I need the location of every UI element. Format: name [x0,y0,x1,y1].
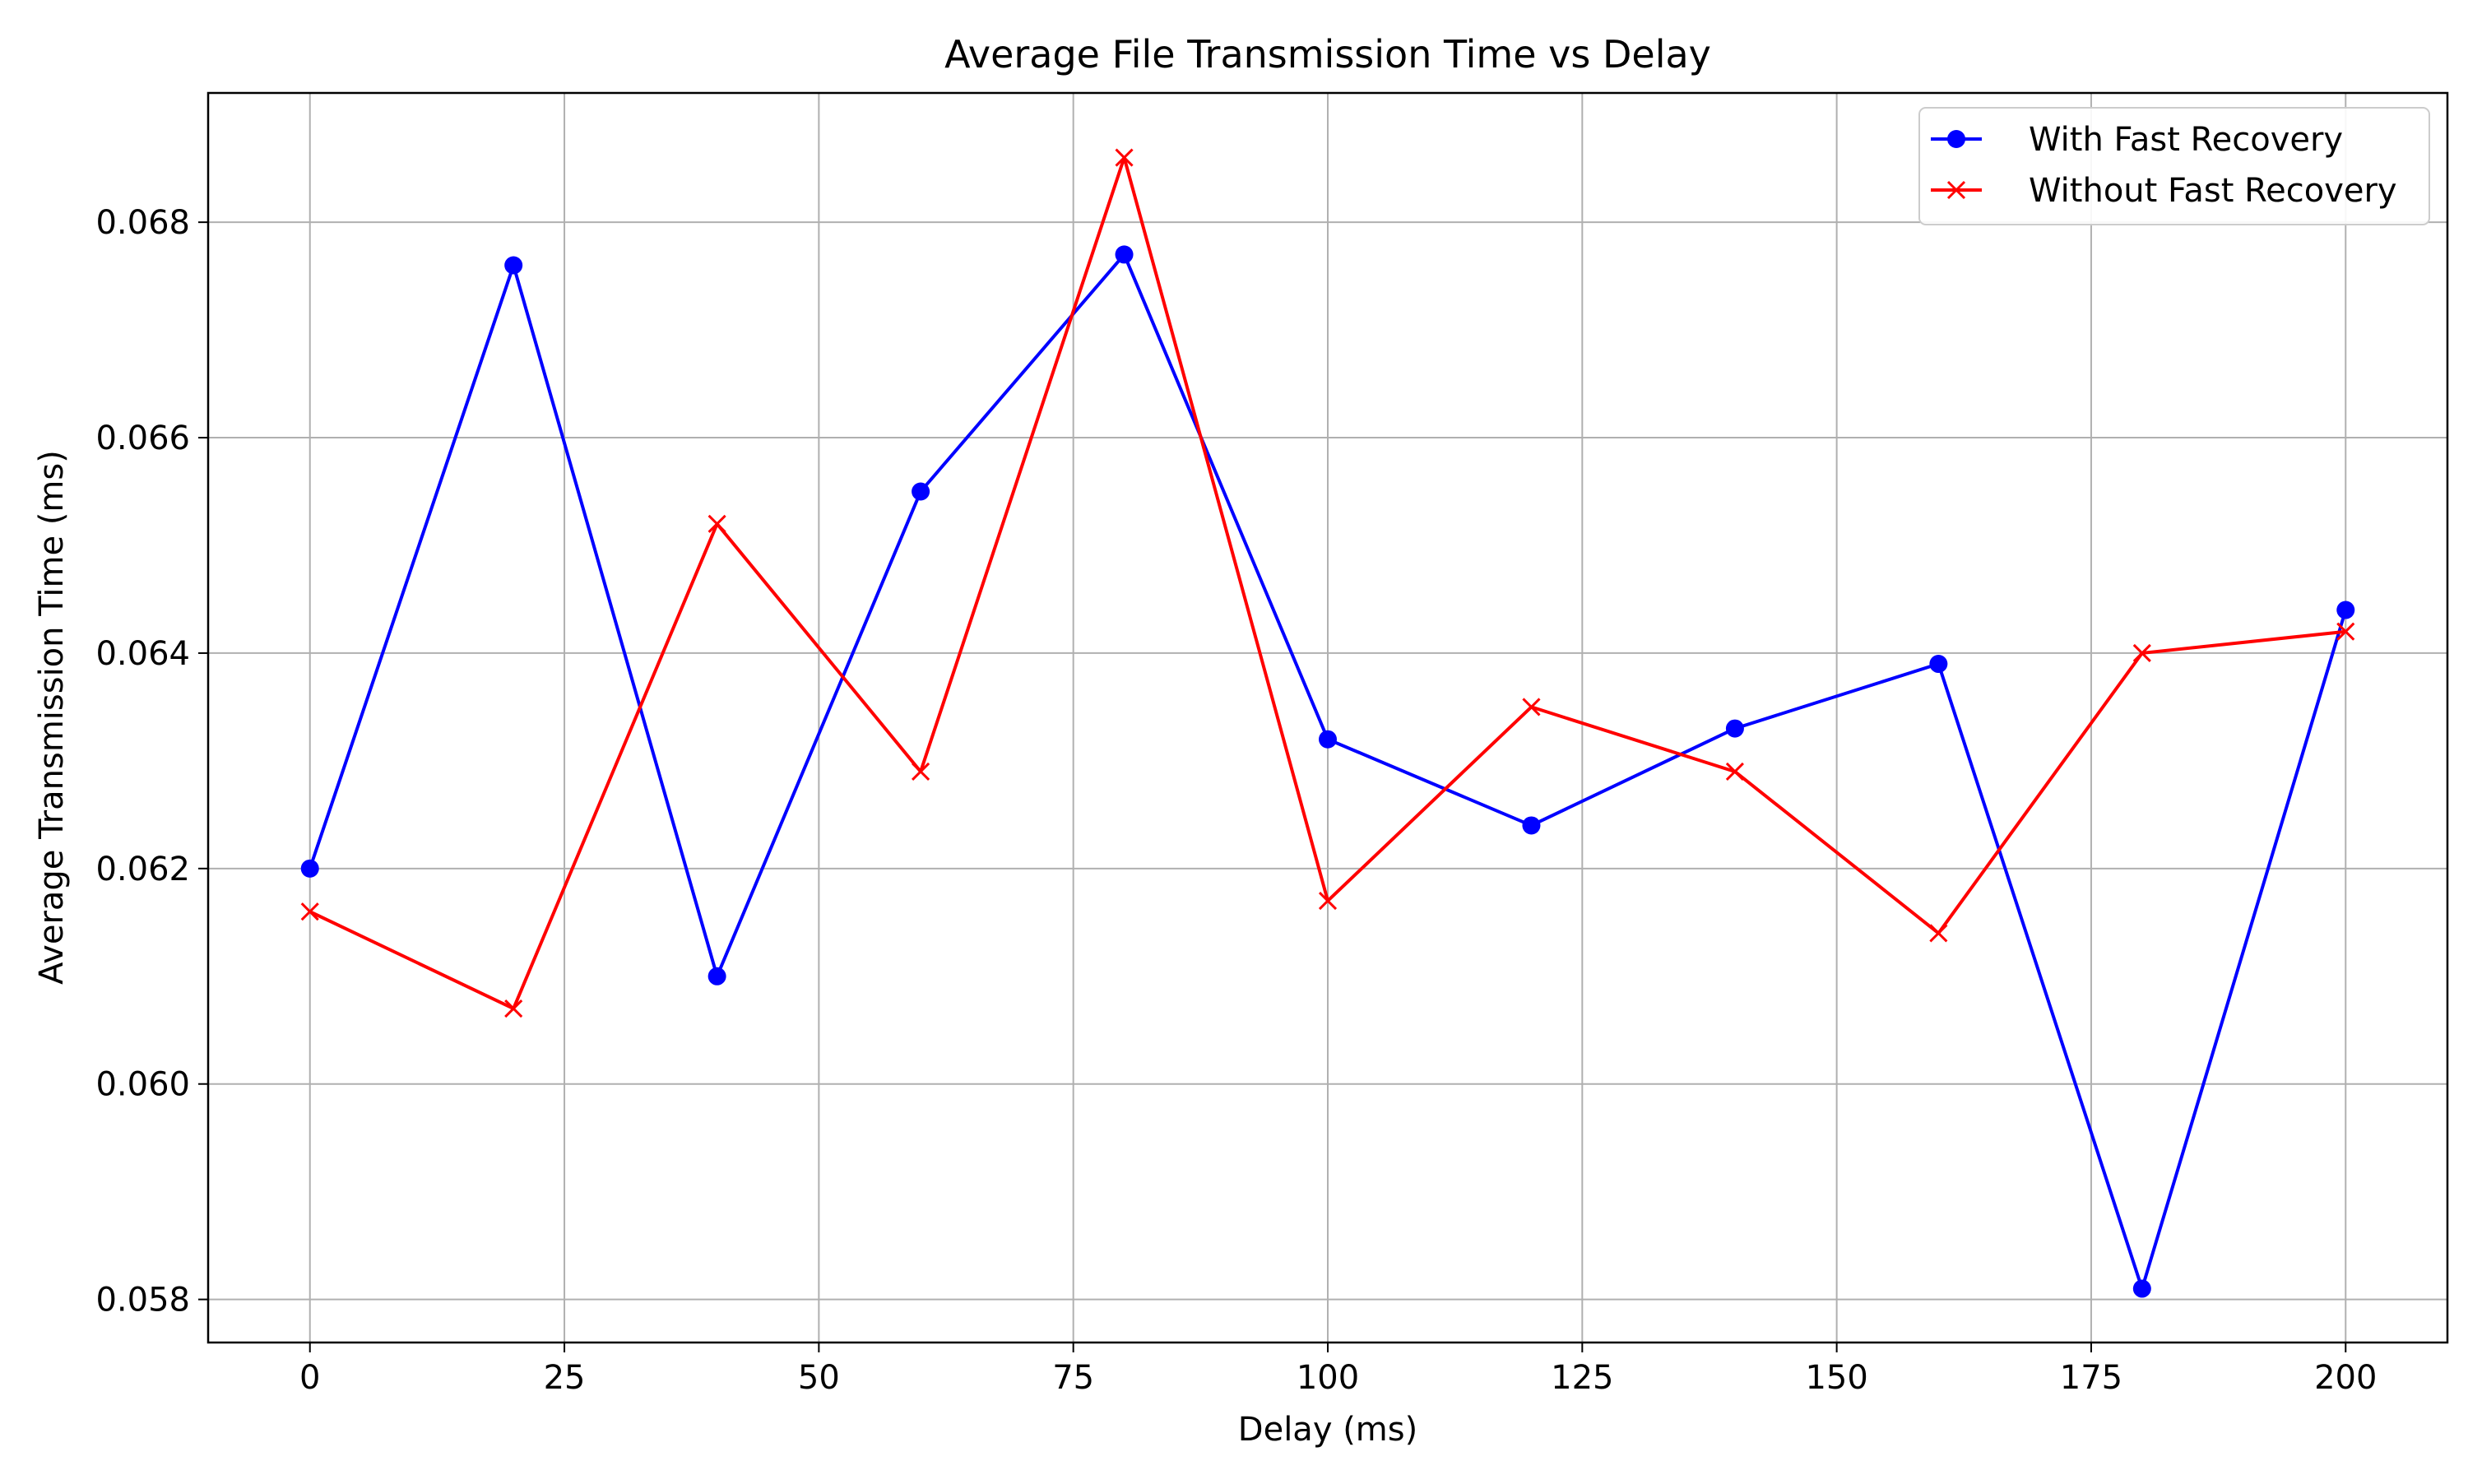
legend-label-without-fast-recovery: Without Fast Recovery [2029,172,2397,210]
x-axis-label: Delay (ms) [1238,1411,1417,1449]
legend: With Fast Recovery Without Fast Recovery [1918,107,2430,225]
data-point [300,902,319,921]
data-point [1319,730,1337,749]
data-point [2336,601,2355,619]
legend-marker-without-fast-recovery [1946,180,1966,200]
x-tick-label: 125 [1551,1359,1613,1397]
x-tick-label: 100 [1297,1359,1359,1397]
legend-label-with-fast-recovery: With Fast Recovery [2029,121,2343,159]
data-series [300,148,2355,1298]
data-point [1929,924,1948,943]
x-tick-label: 25 [544,1359,586,1397]
y-tick-label: 0.062 [95,851,190,888]
data-point [1522,698,1541,716]
y-tick-label: 0.060 [95,1066,190,1104]
data-point [1929,655,1948,674]
chart-title: Average File Transmission Time vs Delay [944,32,1711,77]
data-point [1318,892,1338,911]
data-point [1725,762,1744,781]
data-point [2336,622,2355,641]
data-point [1725,719,1744,738]
legend-box [1918,107,2430,225]
y-tick-label: 0.058 [95,1282,190,1319]
x-tick-label: 175 [2060,1359,2122,1397]
data-point [912,482,930,501]
y-tick-label: 0.064 [95,635,190,673]
x-tick-label: 150 [1805,1359,1867,1397]
data-point [707,514,726,533]
series-1 [300,148,2355,1018]
y-axis-label: Average Transmission Time (ms) [33,450,71,985]
data-point [1522,816,1541,835]
data-point [1115,245,1134,264]
axes: 0 25 50 75 100 125 150 175 200 0.058 0.060 0.062 0.0… [95,91,2449,1397]
x-tick-label: 200 [2314,1359,2377,1397]
x-tick-label: 75 [1052,1359,1094,1397]
data-point [912,762,930,781]
x-tick-label: 0 [299,1359,320,1397]
data-point [504,256,523,275]
data-point [1115,148,1134,167]
data-point [2132,643,2151,662]
data-point [707,967,726,985]
data-point [2132,1279,2151,1298]
y-tick-label: 0.068 [95,204,190,242]
data-point [504,999,523,1018]
x-tick-label: 50 [798,1359,840,1397]
legend-marker-with-fast-recovery [1947,130,1965,148]
series-0 [300,245,2355,1298]
data-point [300,859,319,878]
y-tick-label: 0.066 [95,420,190,457]
